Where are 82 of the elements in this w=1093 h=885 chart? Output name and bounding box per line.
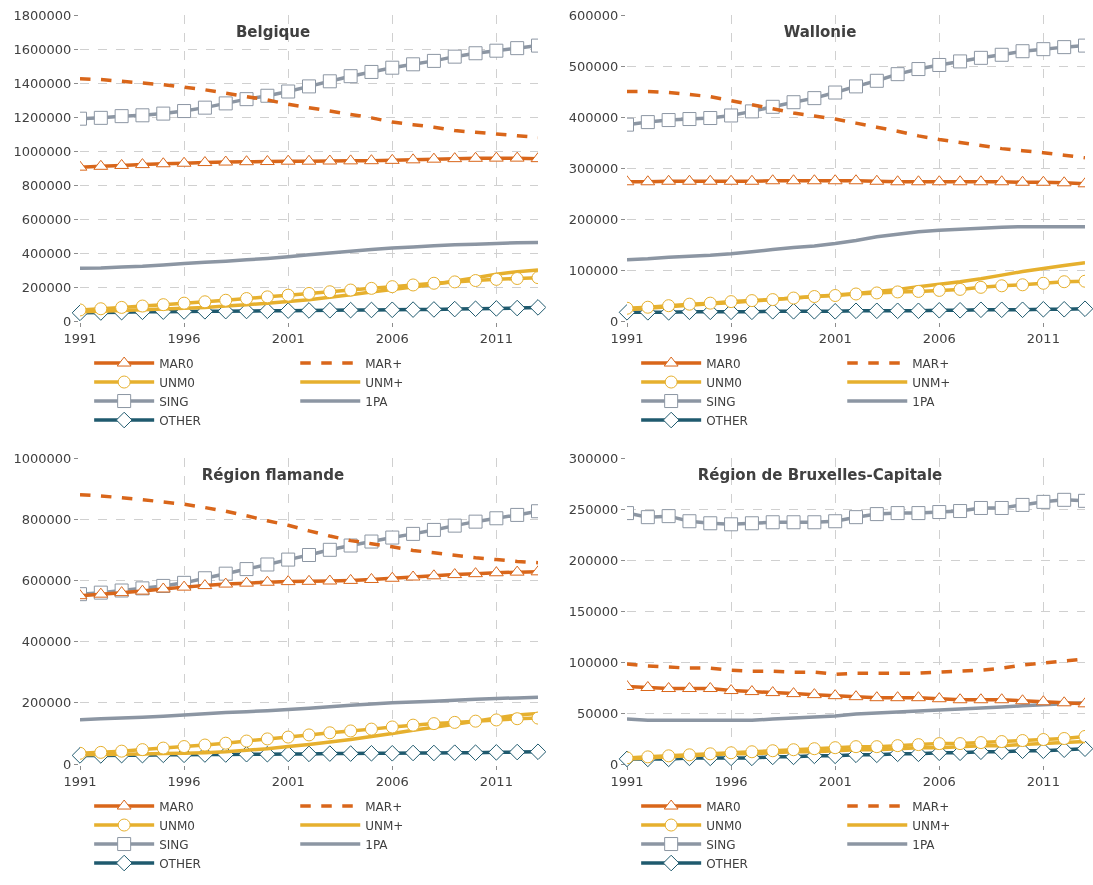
y-tick-label: 300000 — [568, 160, 619, 176]
y-tick-label: 200000 — [21, 279, 72, 295]
x-tick-label: 2006 — [375, 330, 409, 346]
y-tick-label: 1800000 — [13, 7, 72, 23]
legend-label: MAR+ — [365, 799, 403, 814]
legend-label: UNM+ — [365, 818, 404, 833]
legend-label: UNM0 — [159, 818, 195, 833]
x-tick-label: 2006 — [375, 773, 409, 789]
legend-label: 1PA — [365, 837, 389, 852]
x-tick-label: 1996 — [714, 773, 748, 789]
y-tick-label: 600000 — [21, 572, 72, 588]
legend-label: SING — [706, 837, 736, 852]
x-tick-label: 2011 — [479, 773, 513, 789]
legend-label: OTHER — [159, 856, 201, 871]
y-tick-label: 1400000 — [13, 75, 72, 91]
x-tick-label: 1991 — [63, 773, 97, 789]
y-tick-label: 400000 — [21, 634, 72, 650]
legend-label: MAR0 — [706, 356, 741, 371]
y-tick-label: 150000 — [568, 603, 619, 619]
y-tick-label: 100000 — [568, 262, 619, 278]
x-tick-label: 2006 — [922, 330, 956, 346]
y-tick-label: 600000 — [21, 211, 72, 227]
y-tick-label: 0 — [610, 756, 619, 772]
x-tick-label: 1996 — [167, 330, 201, 346]
y-tick-label: 400000 — [568, 109, 619, 125]
legend-label: OTHER — [706, 856, 748, 871]
y-tick-label: 200000 — [568, 211, 619, 227]
legend-label: SING — [159, 394, 189, 409]
legend-label: UNM0 — [706, 375, 742, 390]
x-tick-label: 1991 — [610, 773, 644, 789]
legend-label: UNM+ — [912, 818, 951, 833]
x-tick-label: 2001 — [818, 773, 852, 789]
legend-label: SING — [159, 837, 189, 852]
y-tick-label: 100000 — [568, 654, 619, 670]
x-tick-label: 1996 — [167, 773, 201, 789]
y-tick-label: 800000 — [21, 511, 72, 527]
legend-label: OTHER — [159, 413, 201, 428]
y-tick-label: 800000 — [21, 177, 72, 193]
y-tick-label: 50000 — [577, 705, 619, 721]
y-tick-label: 1200000 — [13, 109, 72, 125]
y-tick-label: 0 — [610, 313, 619, 329]
legend-label: 1PA — [365, 394, 389, 409]
y-tick-label: 0 — [63, 756, 72, 772]
x-tick-label: 2001 — [818, 330, 852, 346]
y-tick-label: 600000 — [568, 7, 619, 23]
y-tick-label: 300000 — [568, 450, 619, 466]
legend-label: MAR+ — [912, 356, 950, 371]
y-tick-label: 1000000 — [13, 450, 72, 466]
text: Belgique — [235, 23, 311, 42]
x-tick-label: 2011 — [1026, 773, 1060, 789]
y-tick-label: 1000000 — [13, 143, 72, 159]
y-tick-label: 200000 — [568, 552, 619, 568]
y-tick-label: 400000 — [21, 245, 72, 261]
text: Région de Bruxelles-Capitale — [697, 466, 943, 485]
legend-label: UNM+ — [365, 375, 404, 390]
y-tick-label: 200000 — [21, 695, 72, 711]
legend-label: MAR+ — [365, 356, 403, 371]
x-tick-label: 2006 — [922, 773, 956, 789]
legend-label: OTHER — [706, 413, 748, 428]
text: Région flamande — [201, 466, 345, 485]
x-tick-label: 1991 — [63, 330, 97, 346]
legend-label: 1PA — [912, 394, 936, 409]
y-tick-label: 1600000 — [13, 41, 72, 57]
legend-label: MAR0 — [706, 799, 741, 814]
legend-label: MAR+ — [912, 799, 950, 814]
legend-label: SING — [706, 394, 736, 409]
legend-label: MAR0 — [159, 799, 194, 814]
text: Wallonie — [783, 23, 857, 42]
legend-label: MAR0 — [159, 356, 194, 371]
legend-label: UNM0 — [159, 375, 195, 390]
x-tick-label: 2011 — [1026, 330, 1060, 346]
y-tick-label: 250000 — [568, 501, 619, 517]
y-tick-label: 500000 — [568, 58, 619, 74]
x-tick-label: 2011 — [479, 330, 513, 346]
legend-label: UNM0 — [706, 818, 742, 833]
legend-label: 1PA — [912, 837, 936, 852]
x-tick-label: 2001 — [271, 330, 305, 346]
x-tick-label: 1996 — [714, 330, 748, 346]
x-tick-label: 1991 — [610, 330, 644, 346]
x-tick-label: 2001 — [271, 773, 305, 789]
y-tick-label: 0 — [63, 313, 72, 329]
legend-label: UNM+ — [912, 375, 951, 390]
